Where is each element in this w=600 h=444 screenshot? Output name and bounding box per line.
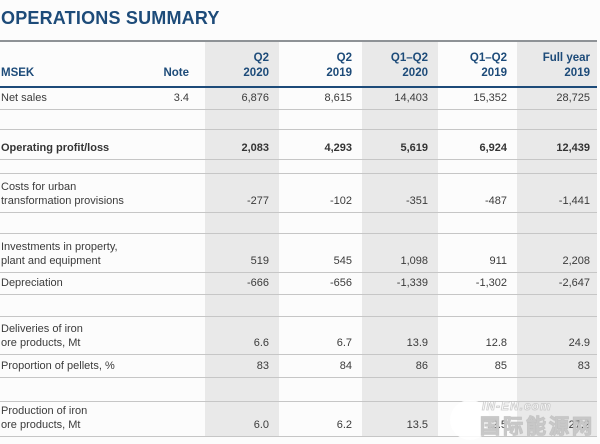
table-row-investments: Investments in property, plant and equip… [0, 234, 597, 273]
value-full-year-2019: -1,441 [558, 195, 590, 207]
value-q1q2-2019: 6,924 [479, 142, 507, 154]
table-row-depreciation: Depreciation -666 -656 -1,339 -1,302 -2,… [0, 273, 597, 295]
table-row-pellets-proportion: Proportion of pellets, % 83 84 86 85 83 [0, 355, 597, 378]
title-divider [0, 40, 597, 42]
value-q2-2019: 6.7 [336, 337, 352, 349]
value-q1q2-2020: 86 [415, 360, 428, 372]
value-q1q2-2019: -1,302 [475, 277, 507, 289]
col-header-note: Note [163, 67, 189, 79]
table-row-urban-transformation-costs: Costs for urban transformation provision… [0, 174, 597, 213]
value-full-year-2019: 83 [577, 360, 590, 372]
value-q1q2-2020: -351 [405, 195, 428, 207]
value-q1q2-2019: 12.8 [485, 337, 507, 349]
value-q1q2-2020: 5,619 [400, 142, 428, 154]
column-highlight-q1q2-2020 [362, 42, 438, 437]
row-label: Production of iron ore products, Mt [1, 405, 88, 431]
value-q2-2019: 8,615 [324, 92, 352, 104]
value-full-year-2019: 24.9 [568, 337, 590, 349]
col-header-msek: MSEK [1, 67, 35, 79]
table-header-row: MSEK Note Q2 2020 Q2 2019 Q1–Q2 2020 Q1–… [0, 42, 597, 88]
value-q1q2-2019: 12.5 [485, 419, 507, 431]
col-header-q1q2-2020: Q1–Q2 2020 [390, 52, 428, 79]
value-q2-2020: 6.6 [253, 337, 269, 349]
value-full-year-2019: 27.2 [568, 419, 590, 431]
value-q1q2-2019: -487 [484, 195, 507, 207]
table-row-deliveries: Deliveries of iron ore products, Mt 6.6 … [0, 317, 597, 355]
value-q1q2-2020: 13.9 [406, 337, 428, 349]
value-q1q2-2020: 13.5 [406, 419, 428, 431]
value-q2-2020: -277 [246, 195, 269, 207]
table-row-production: Production of iron ore products, Mt 6.0 … [0, 402, 597, 437]
col-header-q2-2019: Q2 2019 [326, 52, 352, 79]
value-q2-2019: 4,293 [324, 142, 352, 154]
value-full-year-2019: -2,647 [558, 277, 590, 289]
value-q1q2-2020: 14,403 [394, 92, 428, 104]
value-q2-2020: 2,083 [241, 142, 269, 154]
table-row-operating-profit: Operating profit/loss 2,083 4,293 5,619 … [0, 130, 597, 160]
table-row-net-sales: Net sales 3.4 6,876 8,615 14,403 15,352 … [0, 88, 597, 110]
row-label: Net sales [1, 92, 47, 104]
col-header-full-year-2019: Full year 2019 [542, 52, 590, 79]
value-q1q2-2019: 911 [489, 255, 507, 267]
operations-table: MSEK Note Q2 2020 Q2 2019 Q1–Q2 2020 Q1–… [0, 42, 597, 437]
value-q2-2020: 519 [250, 255, 269, 267]
value-q2-2019: 545 [333, 255, 352, 267]
page-title: OPERATIONS SUMMARY [1, 8, 220, 28]
spacer-row [0, 295, 597, 317]
value-q1q2-2020: 1,098 [400, 255, 428, 267]
row-label: Operating profit/loss [1, 142, 110, 154]
col-header-q2-2020: Q2 2020 [243, 52, 269, 79]
value-q2-2020: 6.0 [253, 419, 269, 431]
value-full-year-2019: 2,208 [562, 255, 590, 267]
row-label: Deliveries of iron ore products, Mt [1, 323, 83, 349]
row-label: Investments in property, plant and equip… [1, 241, 118, 267]
column-highlight-q2-2020 [205, 42, 279, 437]
note-ref: 3.4 [173, 92, 189, 104]
value-q1q2-2020: -1,339 [396, 277, 428, 289]
value-q2-2020: 6,876 [241, 92, 269, 104]
value-q2-2020: 83 [256, 360, 269, 372]
value-q2-2019: 6.2 [336, 419, 352, 431]
column-highlight-full-year [517, 42, 597, 437]
col-header-q1q2-2019: Q1–Q2 2019 [469, 52, 507, 79]
value-q2-2019: 84 [339, 360, 352, 372]
row-label: Costs for urban transformation provision… [1, 181, 124, 207]
value-full-year-2019: 28,725 [556, 92, 590, 104]
spacer-row [0, 378, 597, 402]
spacer-row [0, 213, 597, 234]
spacer-row [0, 160, 597, 174]
value-q1q2-2019: 85 [494, 360, 507, 372]
value-q2-2020: -666 [246, 277, 269, 289]
spacer-row [0, 110, 597, 130]
row-label: Depreciation [1, 277, 63, 289]
value-q2-2019: -102 [329, 195, 352, 207]
value-q1q2-2019: 15,352 [473, 92, 507, 104]
row-label: Proportion of pellets, % [1, 360, 115, 372]
value-full-year-2019: 12,439 [556, 142, 590, 154]
value-q2-2019: -656 [329, 277, 352, 289]
